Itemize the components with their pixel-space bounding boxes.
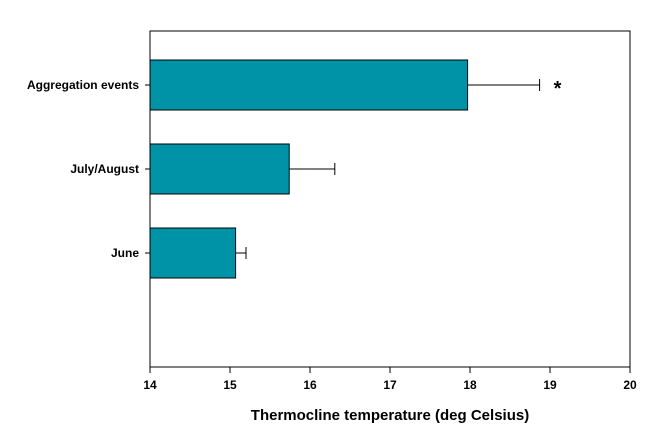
x-tick-label: 15 [223,378,237,392]
bars-layer: * [149,59,562,279]
bar [149,227,237,279]
x-tick-label: 19 [543,378,557,392]
x-tick-label: 17 [383,378,397,392]
x-axis-ticks: 14 15 16 17 18 19 20 [143,367,637,392]
x-tick-label: 20 [623,378,637,392]
bar [149,59,469,111]
x-tick-label: 14 [143,378,157,392]
category-label: July/August [70,162,139,176]
significance-marker: * [554,78,562,100]
category-label: Aggregation events [27,78,139,92]
x-tick-label: 16 [303,378,317,392]
category-labels: Aggregation events July/August June [27,78,150,260]
x-tick-label: 18 [463,378,477,392]
bar [149,143,290,195]
category-label: June [111,246,139,260]
x-axis-title: Thermocline temperature (deg Celsius) [251,407,529,424]
